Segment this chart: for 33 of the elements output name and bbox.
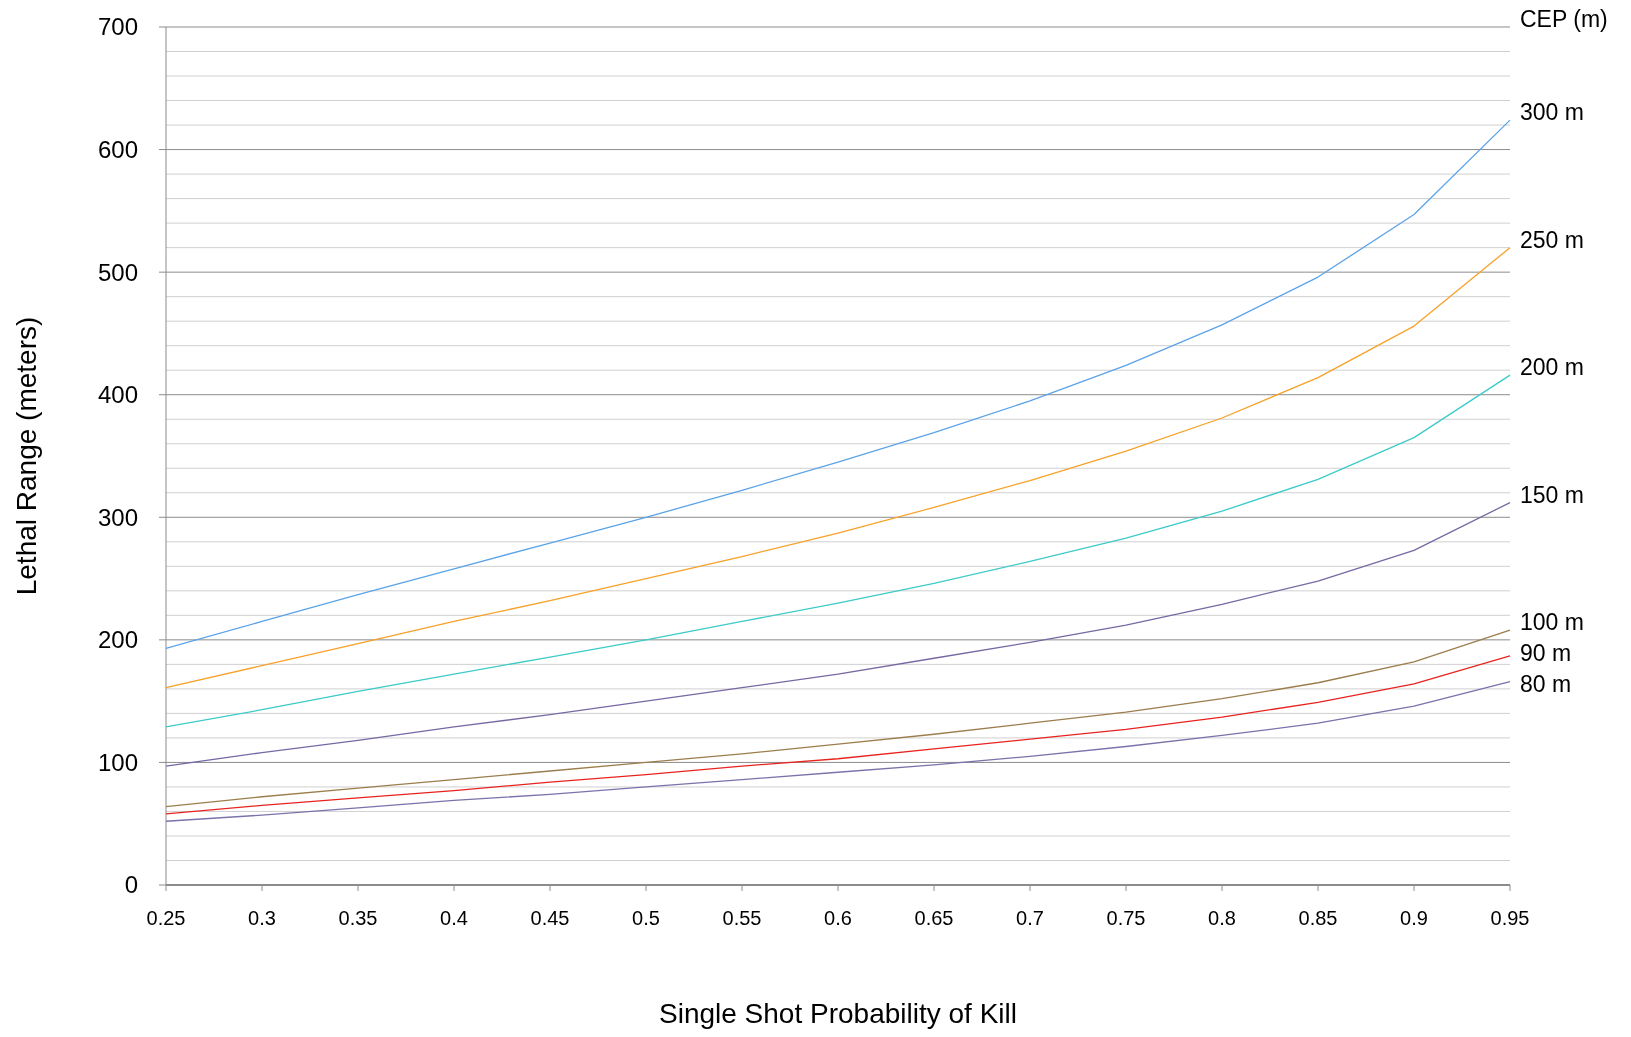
y-tick-label: 300	[97, 503, 138, 531]
x-tick-label: 0.6	[824, 907, 852, 929]
x-tick-label: 0.8	[1208, 907, 1236, 929]
y-tick-label: 600	[97, 135, 138, 163]
y-tick-label: 500	[97, 258, 138, 286]
x-tick-label: 0.3	[248, 907, 276, 929]
series-label: 300 m	[1520, 99, 1584, 126]
x-tick-label: 0.25	[146, 907, 186, 929]
x-tick-label: 0.4	[440, 907, 468, 929]
x-tick-label: 0.7	[1016, 907, 1044, 929]
x-tick-label: 0.35	[338, 907, 378, 929]
x-axis-title: Single Shot Probability of Kill	[659, 998, 1017, 1029]
y-tick-label: 400	[97, 381, 138, 409]
series-label: 100 m	[1520, 609, 1584, 636]
y-tick-label: 100	[97, 748, 138, 776]
x-tick-label: 0.85	[1298, 907, 1338, 929]
x-tick-label: 0.95	[1490, 907, 1530, 929]
series-label: 250 m	[1520, 226, 1584, 253]
y-axis-title: Lethal Range (meters)	[11, 316, 42, 596]
x-tick-label: 0.55	[722, 907, 762, 929]
series-label: 150 m	[1520, 481, 1584, 508]
x-tick-label: 0.9	[1400, 907, 1428, 929]
series-label: 90 m	[1520, 640, 1572, 667]
x-tick-label: 0.5	[632, 907, 660, 929]
series-label: 80 m	[1520, 671, 1572, 698]
y-tick-label: 0	[124, 871, 138, 899]
x-tick-label: 0.65	[914, 907, 954, 929]
x-tick-label: 0.45	[530, 907, 570, 929]
y-tick-label: 200	[97, 626, 138, 654]
x-tick-label: 0.75	[1106, 907, 1146, 929]
series-label: 200 m	[1520, 354, 1584, 381]
y-tick-label: 700	[97, 13, 138, 41]
legend-title: CEP (m)	[1520, 6, 1608, 32]
